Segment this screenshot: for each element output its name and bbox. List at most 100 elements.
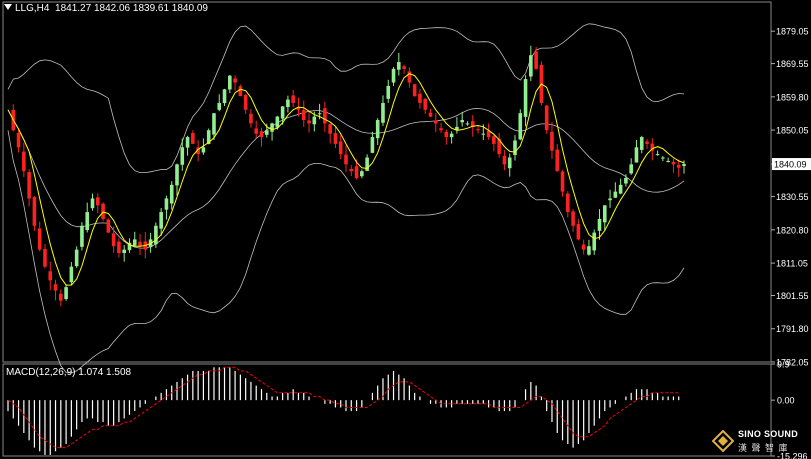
candle-body — [349, 168, 354, 172]
price-tick-label: 1830.55 — [776, 192, 809, 202]
macd-tick-label: 0.00 — [777, 396, 795, 406]
candle-body — [449, 133, 454, 138]
candle-body — [217, 102, 222, 110]
candle-body — [106, 219, 111, 233]
candle-body — [259, 131, 264, 138]
candle-body — [375, 120, 380, 139]
candle-body — [682, 164, 686, 167]
candle-body — [238, 86, 243, 97]
candle-body — [222, 89, 227, 104]
candle-body — [59, 293, 63, 301]
candle-body — [544, 105, 549, 131]
candle-body — [661, 157, 665, 159]
candle-body — [423, 98, 428, 110]
candle-body — [80, 225, 84, 247]
candle-body — [338, 141, 343, 155]
candle-body — [333, 133, 338, 144]
candle-body — [254, 128, 259, 134]
macd-panel-frame — [2, 363, 772, 457]
candle-body — [412, 84, 417, 97]
candle-body — [43, 249, 47, 267]
candle-body — [629, 164, 633, 174]
macd-tick-label: -15.296 — [777, 452, 808, 459]
candle-body — [354, 166, 359, 179]
candle-body — [270, 123, 274, 132]
candle-body — [391, 68, 396, 83]
bollinger-lower-band — [7, 130, 685, 374]
logo-name: SINO SOUND — [738, 429, 799, 439]
current-price-box — [772, 158, 811, 171]
candle-body — [634, 147, 639, 163]
candle-body — [22, 151, 26, 172]
candle-body — [196, 147, 200, 155]
candle-body — [344, 154, 348, 165]
candle-body — [280, 106, 285, 119]
candle-body — [470, 121, 475, 127]
price-tick-label: 1859.80 — [776, 92, 809, 102]
candle-body — [381, 102, 385, 123]
candle-body — [455, 126, 459, 130]
symbol-header: LLG,H4 1841.27 1842.06 1839.61 1840.09 — [4, 3, 208, 14]
candle-body — [560, 171, 565, 192]
candle-body — [117, 241, 121, 254]
candle-body — [370, 137, 375, 153]
candle-body — [164, 198, 169, 210]
current-price-label: 1840.09 — [774, 160, 807, 170]
candle-body — [650, 143, 655, 151]
dropdown-triangle-icon[interactable] — [4, 4, 12, 10]
candle-body — [624, 178, 628, 184]
candle-body — [513, 140, 517, 156]
candle-body — [460, 120, 464, 123]
candle-body — [581, 244, 586, 250]
candle-body — [95, 197, 100, 206]
candle-body — [386, 85, 391, 99]
candle-body — [666, 160, 670, 162]
candle-body — [64, 287, 68, 300]
candle-body — [328, 124, 332, 134]
candle-body — [613, 191, 618, 198]
price-tick-label: 1869.55 — [776, 59, 809, 69]
candle-body — [602, 205, 607, 223]
candle-body — [571, 211, 575, 226]
symbol-label: LLG,H4 — [15, 3, 50, 14]
candle-body — [397, 62, 401, 70]
price-tick-label: 1879.05 — [776, 27, 809, 37]
candle-body — [529, 55, 533, 77]
candle-body — [286, 99, 290, 107]
price-tick-label: 1791.80 — [776, 324, 809, 334]
candle-body — [111, 233, 116, 247]
candle-body — [312, 116, 317, 125]
candle-body — [597, 218, 602, 231]
candle-body — [228, 75, 232, 90]
candle-body — [497, 139, 501, 155]
candle-body — [74, 249, 79, 267]
candle-body — [439, 128, 443, 131]
candle-body — [671, 161, 676, 165]
candle-body — [465, 123, 470, 125]
candle-body — [507, 157, 512, 169]
candle-body — [212, 113, 216, 135]
candle-body — [576, 224, 581, 240]
candle-body — [296, 106, 301, 110]
candle-body — [608, 198, 612, 201]
candle-body — [645, 141, 649, 144]
candle-body — [159, 212, 163, 229]
candle-body — [523, 79, 528, 117]
candle-body — [365, 157, 369, 171]
macd-tick-label: 9.9 — [777, 360, 790, 370]
price-tick-label: 1820.80 — [776, 225, 809, 235]
candle-body — [90, 198, 95, 209]
moving-average-line — [7, 73, 685, 286]
price-tick-label: 1850.05 — [776, 126, 809, 136]
candle-body — [249, 113, 253, 124]
candle-body — [481, 133, 486, 135]
candle-body — [180, 147, 185, 165]
candle-body — [138, 241, 142, 247]
candle-body — [566, 193, 570, 213]
candle-body — [518, 113, 523, 140]
price-tick-label: 1811.05 — [776, 259, 808, 269]
candle-body — [676, 164, 681, 168]
candle-body — [592, 232, 597, 251]
macd-signal-line — [7, 366, 679, 449]
